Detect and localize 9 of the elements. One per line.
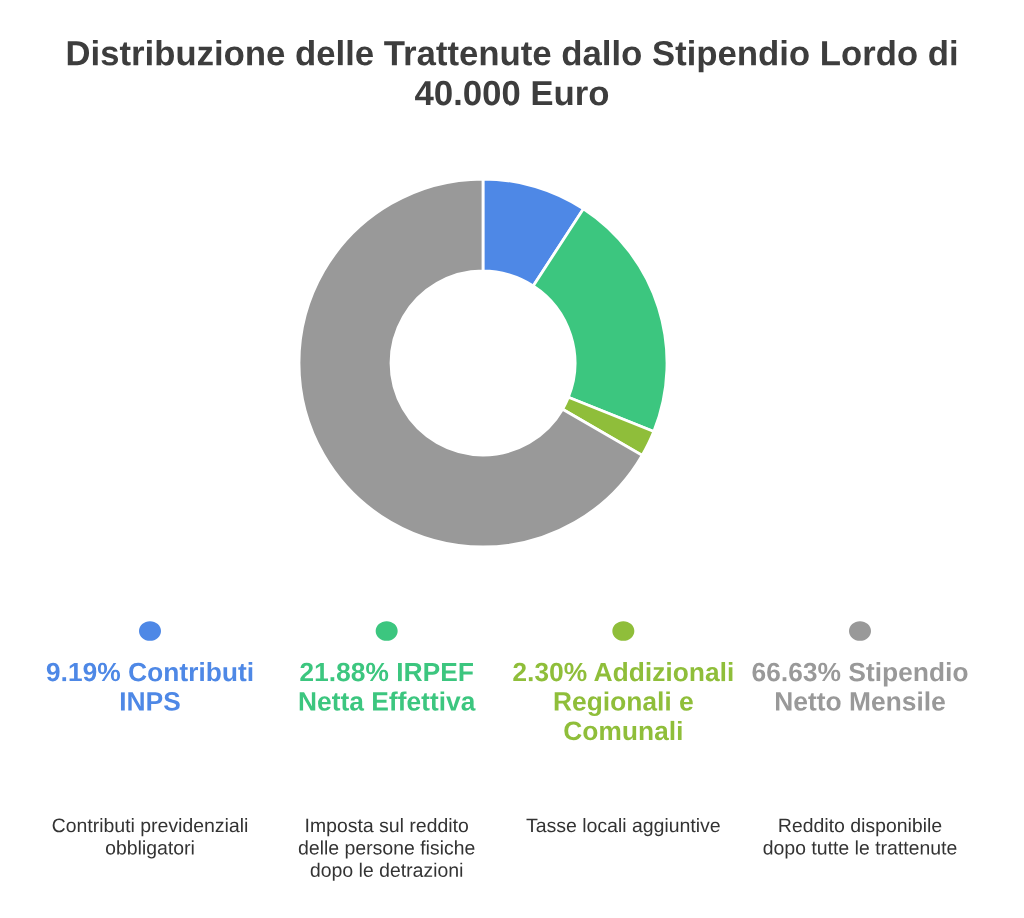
legend-label: 9.19% Contributi INPS xyxy=(46,662,253,711)
text: Imposta sul reddito delle persone fisiche dopo le detrazioni xyxy=(298,818,475,881)
legend-label: 2.30% Addizionali Regionali e Comunali xyxy=(513,662,733,741)
legend-label: 66.63% Stipendio Netto Mensile xyxy=(752,662,968,711)
text: Contributi previdenziali obbligatori xyxy=(52,818,248,859)
legend-label: 21.88% IRPEF Netta Effettiva xyxy=(299,662,476,711)
chart-title: Distribuzione delle Trattenute dallo Stipendio Lordo di 40.000 Euro xyxy=(67,40,957,106)
text: Tasse locali aggiuntive xyxy=(526,818,720,837)
text: Reddito disponibile dopo tutte le trattenute xyxy=(763,818,957,859)
